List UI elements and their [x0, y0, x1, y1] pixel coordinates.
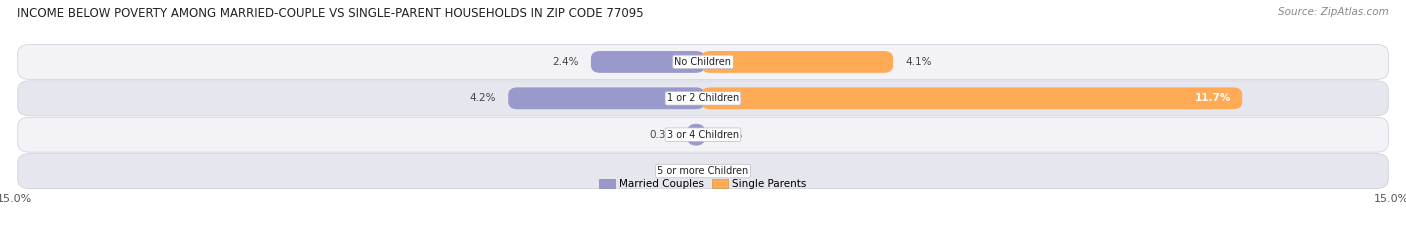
- FancyBboxPatch shape: [702, 87, 1243, 109]
- Text: 0.0%: 0.0%: [717, 130, 742, 140]
- Text: 3 or 4 Children: 3 or 4 Children: [666, 130, 740, 140]
- FancyBboxPatch shape: [18, 154, 1388, 188]
- Text: No Children: No Children: [675, 57, 731, 67]
- Text: 5 or more Children: 5 or more Children: [658, 166, 748, 176]
- FancyBboxPatch shape: [591, 51, 704, 73]
- FancyBboxPatch shape: [508, 87, 704, 109]
- Text: INCOME BELOW POVERTY AMONG MARRIED-COUPLE VS SINGLE-PARENT HOUSEHOLDS IN ZIP COD: INCOME BELOW POVERTY AMONG MARRIED-COUPL…: [17, 7, 644, 20]
- FancyBboxPatch shape: [18, 45, 1388, 79]
- Text: 1 or 2 Children: 1 or 2 Children: [666, 93, 740, 103]
- Text: 0.0%: 0.0%: [717, 166, 742, 176]
- Text: 4.2%: 4.2%: [470, 93, 496, 103]
- Text: 4.1%: 4.1%: [905, 57, 932, 67]
- FancyBboxPatch shape: [18, 81, 1388, 116]
- Legend: Married Couples, Single Parents: Married Couples, Single Parents: [595, 175, 811, 193]
- Text: 0.0%: 0.0%: [664, 166, 689, 176]
- Text: Source: ZipAtlas.com: Source: ZipAtlas.com: [1278, 7, 1389, 17]
- Text: 0.3%: 0.3%: [650, 130, 675, 140]
- FancyBboxPatch shape: [688, 124, 704, 146]
- FancyBboxPatch shape: [18, 117, 1388, 152]
- Text: 11.7%: 11.7%: [1195, 93, 1232, 103]
- Text: 2.4%: 2.4%: [553, 57, 579, 67]
- FancyBboxPatch shape: [702, 51, 893, 73]
